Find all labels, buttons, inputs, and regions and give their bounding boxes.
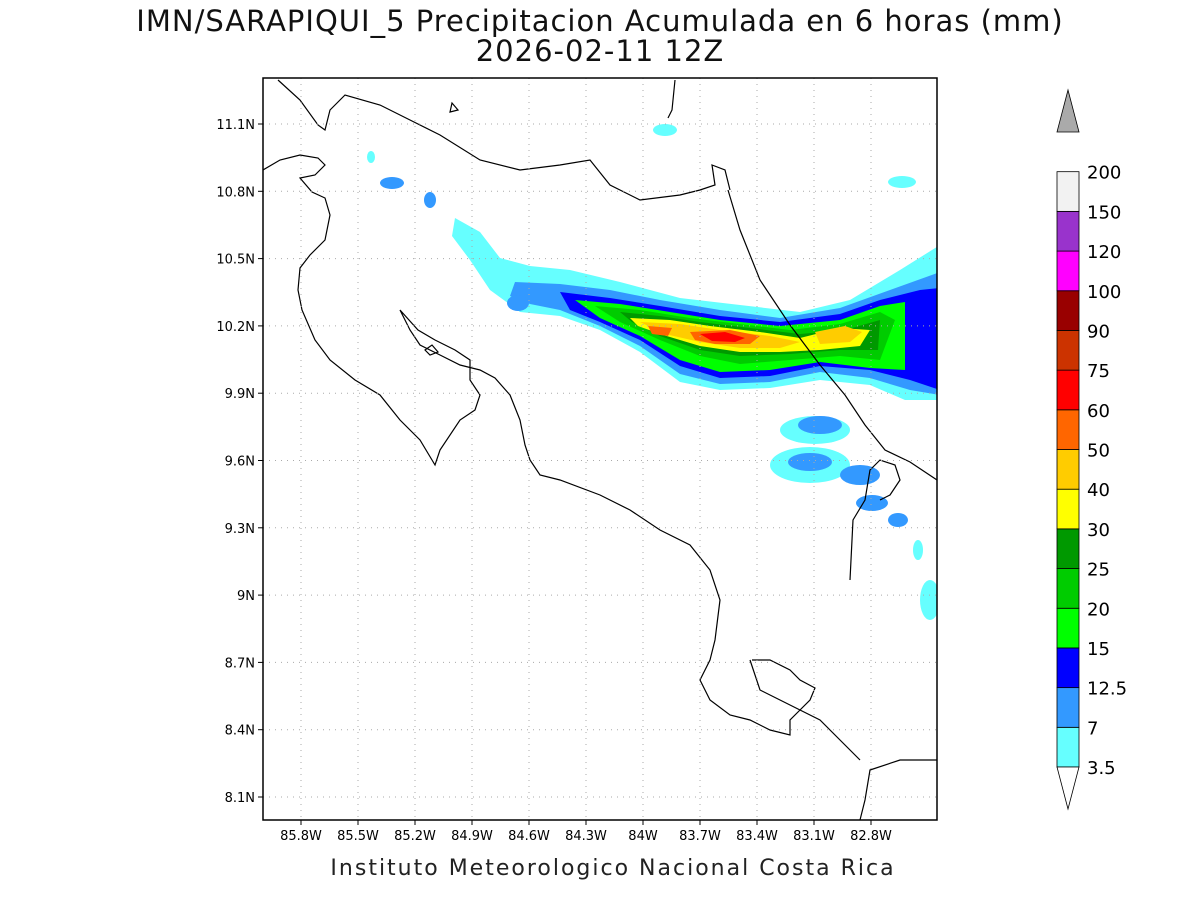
colorbar-label: 15 [1087,639,1110,660]
lat-tick-label: 8.4N [225,724,255,739]
colorbar-label: 100 [1087,282,1121,303]
lon-tick-label: 83.1W [793,829,835,844]
lon-tick-label: 84.3W [565,829,607,844]
colorbar-segment [1056,171,1080,212]
lon-tick-label: 84W [628,829,658,844]
graticule [263,78,937,820]
lon-tick-label: 85.2W [394,829,436,844]
colorbar-label: 75 [1087,361,1110,382]
colorbar-segment [1056,726,1080,768]
precip-cell [507,295,529,311]
colorbar-segment [1056,687,1080,728]
lon-tick-label: 83.4W [736,829,778,844]
colorbar-segment [1056,409,1080,450]
precip-cell [840,465,880,485]
precip-cell [920,580,937,620]
lat-tick-label: 8.7N [225,656,255,671]
map-subtitle: 2026-02-11 12Z [475,34,725,68]
colorbar-label: 25 [1087,560,1110,581]
colorbar-segment [1056,568,1080,609]
lat-tick-label: 8.1N [225,791,255,806]
map-frame [262,77,938,821]
colorbar-label: 90 [1087,321,1110,342]
precip-cell [856,495,888,511]
colorbar-label: 12.5 [1087,679,1127,700]
lat-tick-label: 9.9N [225,387,255,402]
colorbar-segment [1056,210,1080,252]
precip-cell [888,176,916,188]
lon-tick-label: 82.8W [850,829,892,844]
colorbar-segment [1056,250,1080,292]
colorbar-label: 7 [1087,718,1098,739]
colorbar-label: 50 [1087,441,1110,462]
lon-tick-label: 85.8W [280,829,322,844]
colorbar-legend: 3.5 7 12.5 15 20 25 30 40 50 60 75 90 100 120 150 200 [1056,88,1127,811]
lon-tick-label: 84.9W [451,829,493,844]
colorbar-segment [1056,488,1080,530]
colorbar-label: 3.5 [1087,758,1116,779]
precip-cell [380,177,404,189]
colorbar-segment [1056,607,1080,649]
map-title: IMN/SARAPIQUI_5 Precipitacion Acumulada … [136,4,1064,38]
precip-band-60 [700,332,745,342]
coastlines [263,79,937,820]
colorbar-label: 200 [1087,163,1121,184]
colorbar-label: 120 [1087,242,1121,263]
precip-cell [367,151,375,163]
colorbar-segment [1056,449,1080,490]
precip-cell [788,453,832,471]
colorbar-label: 60 [1087,401,1110,422]
lat-tick-label: 10.2N [216,320,255,335]
colorbar-segment [1056,290,1080,331]
colorbar-label: 30 [1087,520,1110,541]
precip-cell [913,540,923,560]
precip-cell [798,416,842,434]
lat-tick-label: 11.1N [216,118,255,133]
lat-tick-label: 9N [237,589,255,604]
colorbar-segment [1056,528,1080,569]
lat-tick-label: 9.3N [225,522,255,537]
precip-cell [653,124,677,136]
longitude-axis: 85.8W 85.5W 85.2W 84.9W 84.6W 84.3W 84W 83.7W 83… [280,820,892,844]
precipitation-field [367,124,937,620]
footer-credit: Instituto Meteorologico Nacional Costa R… [330,856,896,881]
colorbar-label: 20 [1087,599,1110,620]
colorbar-over-arrow [1056,88,1080,133]
latitude-axis: 11.1N 10.8N 10.5N 10.2N 9.9N 9.6N 9.3N 9N 8.7N 8.… [216,118,263,806]
colorbar-segment [1056,647,1080,689]
precip-cell [424,192,436,208]
colorbar-label: 40 [1087,480,1110,501]
lat-tick-label: 10.5N [216,253,255,268]
lat-tick-label: 10.8N [216,185,255,200]
lon-tick-label: 84.6W [508,829,550,844]
colorbar-segment [1056,369,1080,411]
colorbar-under-arrow [1056,766,1080,811]
lon-tick-label: 83.7W [679,829,721,844]
lon-tick-label: 85.5W [337,829,379,844]
colorbar-segment [1056,330,1080,371]
colorbar-label: 150 [1087,202,1121,223]
precip-cell [888,513,908,527]
lat-tick-label: 9.6N [225,455,255,470]
